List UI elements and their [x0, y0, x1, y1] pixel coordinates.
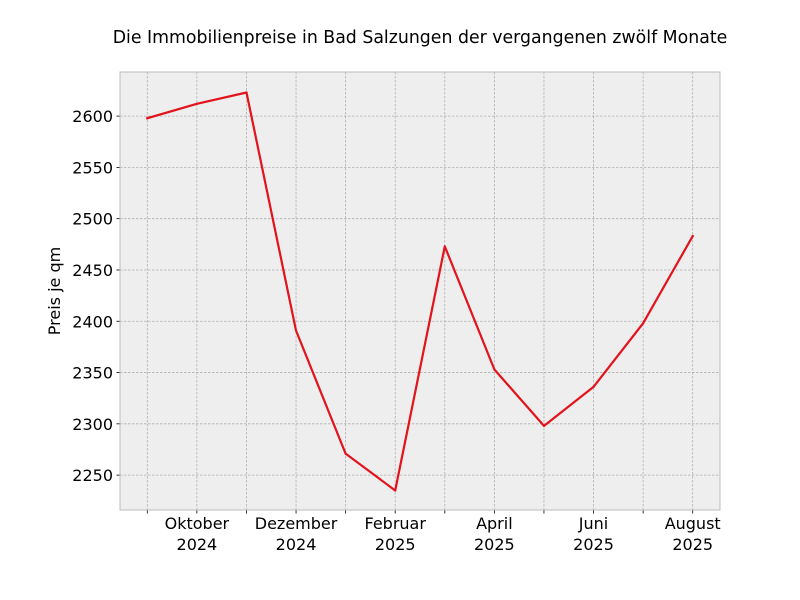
- data-point: [493, 368, 496, 371]
- axis-ticks: [116, 115, 694, 514]
- y-tick-labels: 2250 2300 2350 2400 2450 2500 2550 2600: [72, 107, 113, 485]
- y-tick-label: 2550: [72, 158, 113, 177]
- x-tick-label-month: Dezember: [255, 514, 338, 533]
- data-point: [394, 489, 397, 492]
- x-tick-label-month: Juni: [578, 514, 608, 533]
- y-tick-label: 2350: [72, 364, 113, 383]
- y-tick-label: 2400: [72, 312, 113, 331]
- data-point: [642, 322, 645, 325]
- data-point: [443, 245, 446, 248]
- x-tick-label-year: 2025: [672, 535, 713, 554]
- x-tick-label-year: 2025: [375, 535, 416, 554]
- data-point: [691, 235, 694, 238]
- y-tick-label: 2300: [72, 415, 113, 434]
- x-tick-label-year: 2024: [177, 535, 218, 554]
- data-point: [344, 452, 347, 455]
- plot-area: [120, 72, 720, 510]
- x-tick-labels: Oktober 2024 Dezember 2024 Februar 2025 April 2…: [165, 514, 721, 554]
- data-point: [294, 329, 298, 332]
- price-series-line: [145, 91, 695, 492]
- y-tick-label: 2450: [72, 261, 113, 280]
- x-tick-label-year: 2024: [276, 535, 317, 554]
- data-point: [146, 117, 149, 120]
- plot-frame: [119, 71, 721, 511]
- data-point: [542, 424, 546, 427]
- y-tick-label: 2500: [72, 210, 113, 229]
- y-tick-label: 2600: [72, 107, 113, 126]
- x-tick-label-month: April: [476, 514, 513, 533]
- y-tick-label: 2250: [72, 466, 113, 485]
- x-tick-label-month: Februar: [364, 514, 426, 533]
- series-group: [145, 91, 695, 492]
- x-tick-label-month: Oktober: [165, 514, 230, 533]
- x-tick-label-year: 2025: [573, 535, 614, 554]
- data-point: [195, 102, 198, 105]
- chart-title: Die Immobilienpreise in Bad Salzungen de…: [113, 28, 728, 48]
- y-axis-label: Preis je qm: [45, 247, 64, 335]
- grid-lines: [120, 72, 720, 510]
- data-point: [592, 385, 595, 388]
- x-tick-label-year: 2025: [474, 535, 515, 554]
- data-point: [245, 91, 248, 94]
- x-tick-label-month: August: [665, 514, 721, 533]
